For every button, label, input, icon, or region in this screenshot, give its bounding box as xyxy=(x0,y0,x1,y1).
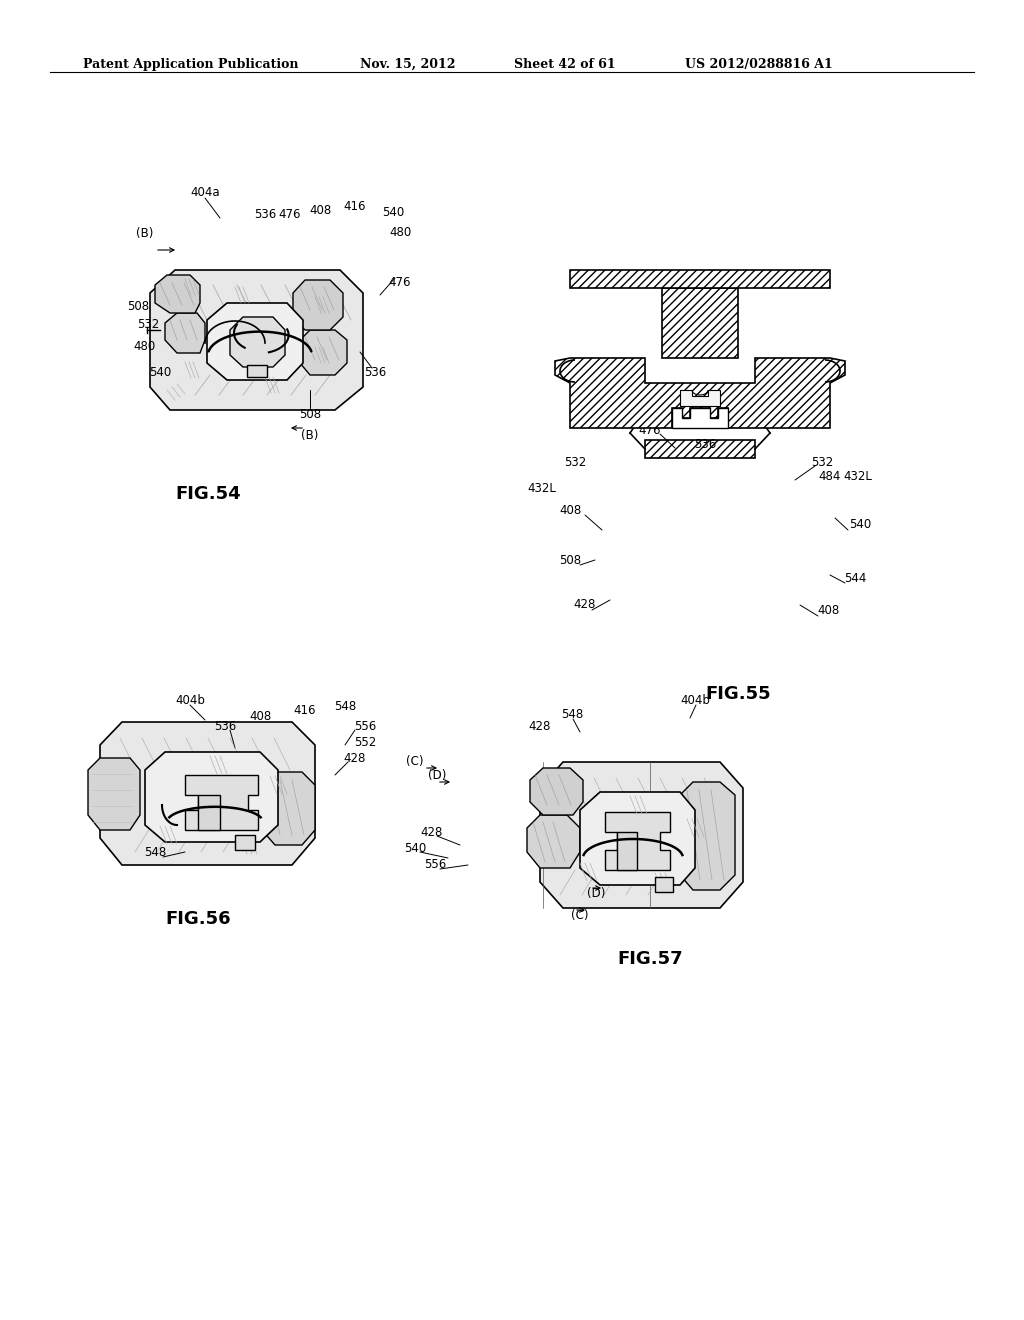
Text: (C): (C) xyxy=(407,755,424,768)
Text: FIG.54: FIG.54 xyxy=(175,484,241,503)
Text: 532: 532 xyxy=(137,318,159,331)
Text: 480: 480 xyxy=(134,341,156,354)
Text: 416: 416 xyxy=(344,199,367,213)
Text: FIG.57: FIG.57 xyxy=(617,950,683,968)
Text: (B): (B) xyxy=(136,227,154,239)
Bar xyxy=(234,836,255,850)
Text: 548: 548 xyxy=(561,709,583,722)
Text: 548: 548 xyxy=(334,701,356,714)
Polygon shape xyxy=(230,317,285,367)
Text: 476: 476 xyxy=(639,424,662,437)
Text: 544: 544 xyxy=(844,572,866,585)
Polygon shape xyxy=(527,814,580,869)
Polygon shape xyxy=(530,768,583,814)
Text: 536: 536 xyxy=(694,438,716,451)
Text: (D): (D) xyxy=(587,887,605,899)
Polygon shape xyxy=(262,772,315,845)
Text: 408: 408 xyxy=(817,603,839,616)
Text: 552: 552 xyxy=(89,784,112,796)
Bar xyxy=(247,366,267,378)
Text: (C): (C) xyxy=(571,908,589,921)
Text: 556: 556 xyxy=(354,719,376,733)
Text: FIG.55: FIG.55 xyxy=(705,685,771,704)
Polygon shape xyxy=(680,781,735,890)
Polygon shape xyxy=(672,408,728,428)
Text: 540: 540 xyxy=(89,766,112,779)
Text: (B): (B) xyxy=(301,429,318,441)
Bar xyxy=(655,876,673,892)
Text: Patent Application Publication: Patent Application Publication xyxy=(83,58,299,71)
Text: 508: 508 xyxy=(127,301,150,314)
Text: 536: 536 xyxy=(254,209,276,222)
Text: (D): (D) xyxy=(428,768,446,781)
Polygon shape xyxy=(88,758,140,830)
Bar xyxy=(617,832,637,870)
Text: 540: 540 xyxy=(382,206,404,219)
Text: 536: 536 xyxy=(364,367,386,380)
Polygon shape xyxy=(540,762,743,908)
Text: 556: 556 xyxy=(89,801,112,814)
Polygon shape xyxy=(185,775,258,830)
Text: 480: 480 xyxy=(689,401,711,414)
Polygon shape xyxy=(293,280,343,330)
Text: 404b: 404b xyxy=(680,693,710,706)
Text: 556: 556 xyxy=(424,858,446,871)
Text: 540: 540 xyxy=(403,842,426,854)
Polygon shape xyxy=(100,722,315,865)
Text: 532: 532 xyxy=(811,455,834,469)
Polygon shape xyxy=(555,358,845,428)
Text: FIG.56: FIG.56 xyxy=(165,909,230,928)
Text: 408: 408 xyxy=(309,203,331,216)
Text: 508: 508 xyxy=(299,408,322,421)
Polygon shape xyxy=(580,792,695,884)
Text: 476: 476 xyxy=(389,276,412,289)
Text: 540: 540 xyxy=(849,519,871,532)
Polygon shape xyxy=(207,304,303,380)
Text: 404a: 404a xyxy=(190,186,220,199)
Text: Sheet 42 of 61: Sheet 42 of 61 xyxy=(514,58,615,71)
Polygon shape xyxy=(145,752,278,842)
Text: Nov. 15, 2012: Nov. 15, 2012 xyxy=(360,58,456,71)
Polygon shape xyxy=(680,389,720,407)
Text: 408: 408 xyxy=(559,503,582,516)
Text: 428: 428 xyxy=(344,751,367,764)
Bar xyxy=(662,288,738,358)
Bar xyxy=(198,795,220,830)
Polygon shape xyxy=(150,271,362,411)
Text: 540: 540 xyxy=(148,366,171,379)
Bar xyxy=(645,440,755,458)
Text: 508: 508 xyxy=(559,553,581,566)
Polygon shape xyxy=(605,812,670,870)
Text: 404b: 404b xyxy=(175,693,205,706)
Text: 428: 428 xyxy=(573,598,596,611)
Text: 416: 416 xyxy=(294,704,316,717)
Text: 548: 548 xyxy=(144,846,166,859)
Text: 432L: 432L xyxy=(527,482,556,495)
Text: 432L: 432L xyxy=(844,470,872,483)
Text: 476: 476 xyxy=(279,209,301,222)
Polygon shape xyxy=(300,330,347,375)
Text: US 2012/0288816 A1: US 2012/0288816 A1 xyxy=(685,58,833,71)
Text: 428: 428 xyxy=(528,719,551,733)
Polygon shape xyxy=(165,313,205,352)
Text: 552: 552 xyxy=(354,735,376,748)
Text: 536: 536 xyxy=(214,719,237,733)
Text: 532: 532 xyxy=(564,455,586,469)
Bar xyxy=(570,271,830,288)
Text: 480: 480 xyxy=(389,227,411,239)
Text: 428: 428 xyxy=(421,825,443,838)
Text: 484: 484 xyxy=(819,470,841,483)
Text: 408: 408 xyxy=(249,710,271,723)
Polygon shape xyxy=(155,275,200,313)
